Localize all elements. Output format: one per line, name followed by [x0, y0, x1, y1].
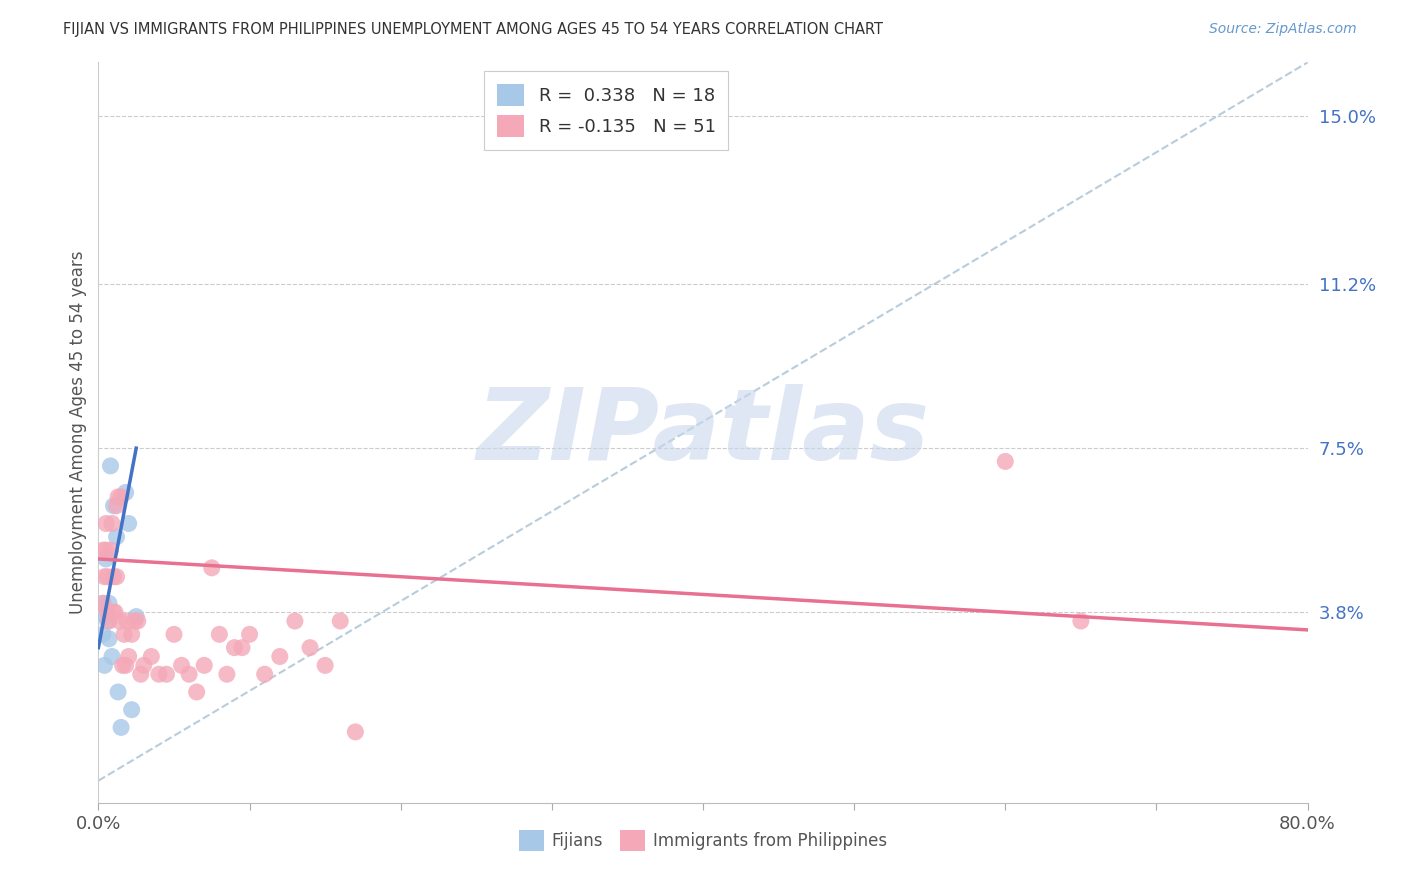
- Text: Source: ZipAtlas.com: Source: ZipAtlas.com: [1209, 22, 1357, 37]
- Point: [239, 627, 262, 641]
- Point: [129, 667, 152, 681]
- Point: [110, 721, 132, 735]
- Point: [124, 614, 146, 628]
- Point: [215, 667, 238, 681]
- Point: [186, 685, 208, 699]
- Point: [91, 627, 114, 641]
- Point: [105, 499, 128, 513]
- Text: FIJIAN VS IMMIGRANTS FROM PHILIPPINES UNEMPLOYMENT AMONG AGES 45 TO 54 YEARS COR: FIJIAN VS IMMIGRANTS FROM PHILIPPINES UN…: [63, 22, 883, 37]
- Point: [103, 499, 125, 513]
- Point: [94, 516, 117, 531]
- Point: [269, 649, 291, 664]
- Point: [101, 516, 124, 531]
- Point: [105, 570, 128, 584]
- Point: [118, 649, 141, 664]
- Point: [105, 530, 128, 544]
- Point: [201, 561, 224, 575]
- Point: [100, 543, 122, 558]
- Point: [127, 614, 149, 628]
- Point: [111, 658, 134, 673]
- Point: [115, 614, 138, 628]
- Point: [91, 543, 114, 558]
- Point: [98, 614, 121, 628]
- Point: [314, 658, 336, 673]
- Point: [208, 627, 231, 641]
- Point: [1070, 614, 1092, 628]
- Point: [96, 614, 118, 628]
- Point: [179, 667, 201, 681]
- Point: [284, 614, 307, 628]
- Point: [107, 490, 129, 504]
- Y-axis label: Unemployment Among Ages 45 to 54 years: Unemployment Among Ages 45 to 54 years: [69, 251, 87, 615]
- Point: [103, 605, 125, 619]
- Point: [299, 640, 322, 655]
- Point: [118, 516, 141, 531]
- Point: [91, 596, 114, 610]
- Point: [132, 658, 155, 673]
- Point: [114, 485, 136, 500]
- Point: [344, 724, 367, 739]
- Point: [329, 614, 352, 628]
- Point: [108, 614, 131, 628]
- Text: ZIPatlas: ZIPatlas: [477, 384, 929, 481]
- Point: [125, 609, 148, 624]
- Point: [96, 605, 118, 619]
- Point: [103, 570, 125, 584]
- Point: [93, 658, 115, 673]
- Point: [98, 596, 121, 610]
- Point: [94, 543, 117, 558]
- Point: [163, 627, 186, 641]
- Point: [170, 658, 193, 673]
- Point: [98, 632, 121, 646]
- Point: [148, 667, 170, 681]
- Point: [94, 609, 117, 624]
- Point: [101, 649, 124, 664]
- Point: [104, 605, 127, 619]
- Point: [96, 570, 118, 584]
- Point: [110, 490, 132, 504]
- Point: [994, 454, 1017, 468]
- Point: [91, 596, 114, 610]
- Point: [94, 552, 117, 566]
- Point: [107, 685, 129, 699]
- Legend: Fijians, Immigrants from Philippines: Fijians, Immigrants from Philippines: [512, 823, 894, 857]
- Point: [141, 649, 163, 664]
- Point: [193, 658, 215, 673]
- Point: [121, 627, 143, 641]
- Point: [112, 627, 135, 641]
- Point: [100, 458, 122, 473]
- Point: [253, 667, 276, 681]
- Point: [155, 667, 177, 681]
- Point: [121, 703, 143, 717]
- Point: [231, 640, 253, 655]
- Point: [114, 658, 136, 673]
- Point: [93, 570, 115, 584]
- Point: [224, 640, 246, 655]
